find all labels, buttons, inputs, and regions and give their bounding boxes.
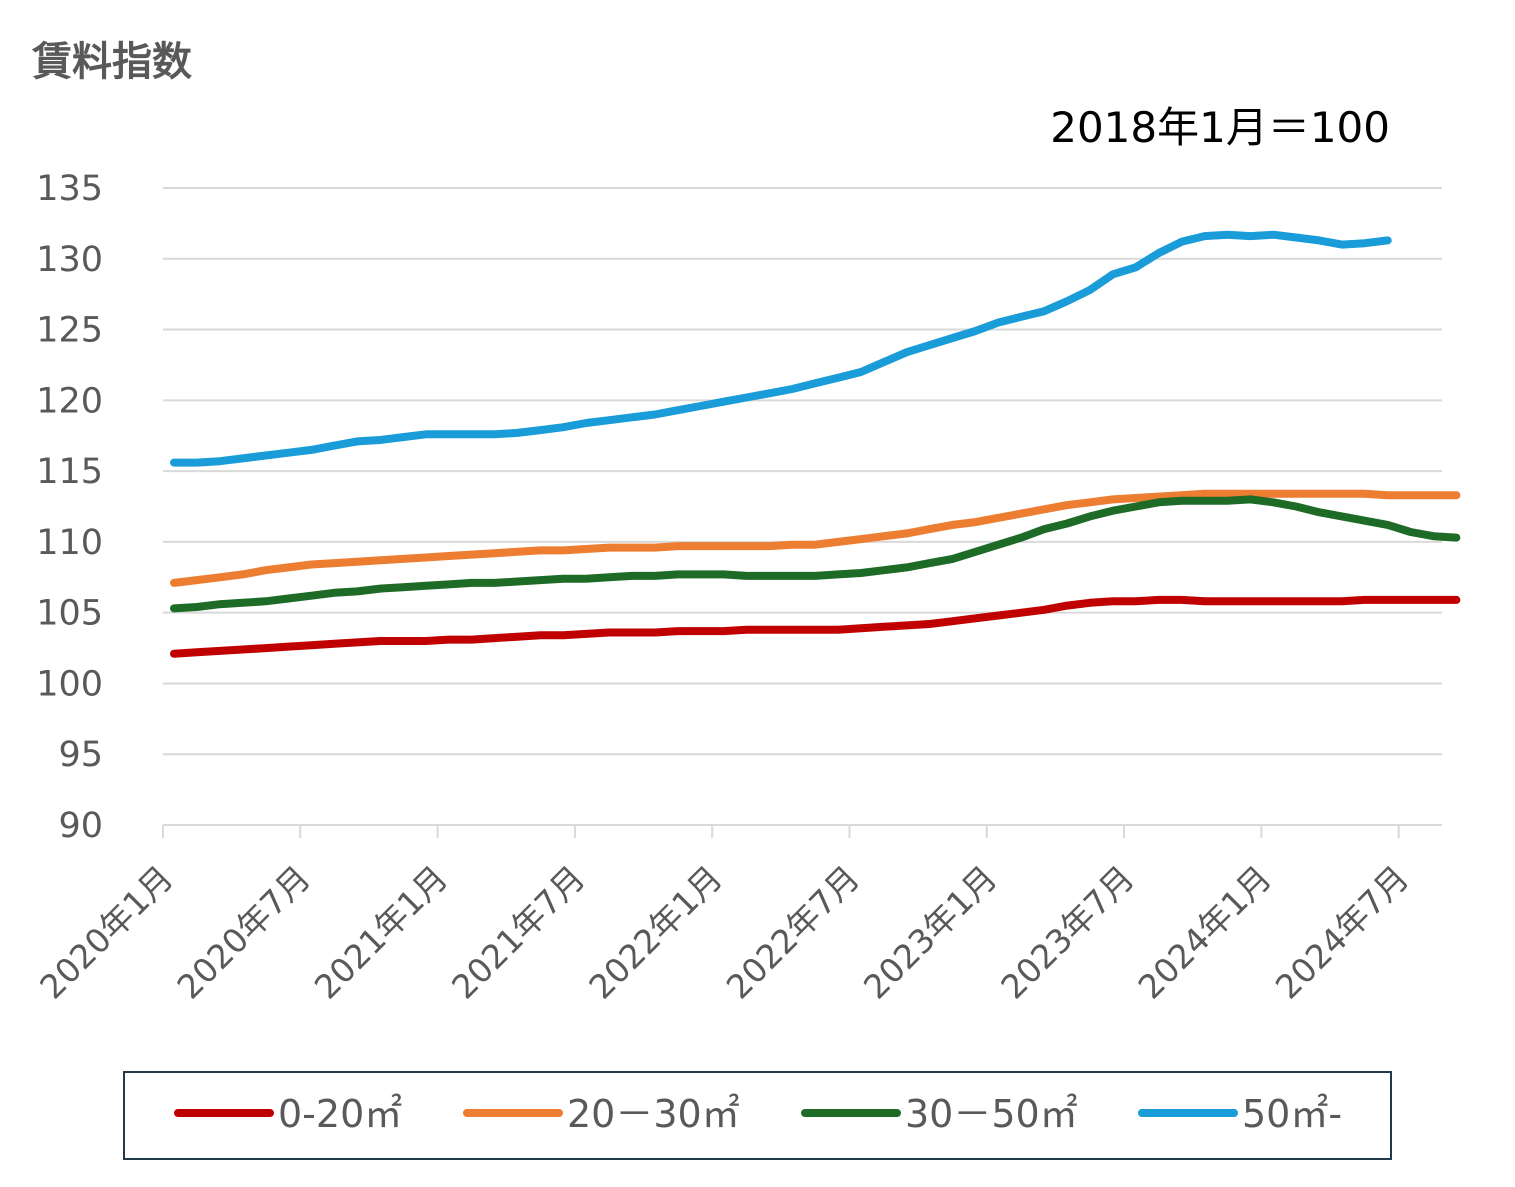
series-line-2 bbox=[170, 495, 1461, 613]
y-tick-label: 115 bbox=[36, 452, 103, 492]
y-tick-label: 95 bbox=[58, 735, 103, 775]
y-tick-label: 130 bbox=[36, 240, 103, 280]
base-note: 2018年1月＝100 bbox=[1050, 103, 1390, 152]
gridlines bbox=[163, 187, 1442, 756]
y-tick-label: 135 bbox=[36, 169, 103, 209]
legend-label-2: 30－50㎡ bbox=[905, 1092, 1078, 1136]
x-tick-label: 2020年7月 bbox=[169, 858, 317, 1006]
x-tick-label: 2022年1月 bbox=[581, 858, 729, 1006]
y-tick-label: 105 bbox=[36, 594, 103, 634]
x-tick-label: 2023年7月 bbox=[993, 858, 1141, 1006]
x-tick-label: 2023年1月 bbox=[856, 858, 1004, 1006]
y-tick-label: 110 bbox=[36, 523, 103, 563]
y-tick-label: 100 bbox=[36, 664, 103, 704]
chart-title: 賃料指数 bbox=[31, 39, 192, 85]
x-axis: 2020年1月2020年7月2021年1月2021年7月2022年1月2022年… bbox=[32, 824, 1442, 1007]
series-line-3 bbox=[170, 230, 1392, 467]
y-tick-label: 125 bbox=[36, 311, 103, 351]
legend-label-1: 20－30㎡ bbox=[567, 1092, 740, 1136]
series-lines bbox=[170, 230, 1461, 658]
y-tick-label: 120 bbox=[36, 381, 103, 421]
x-tick-label: 2020年1月 bbox=[32, 858, 180, 1006]
x-tick-label: 2021年1月 bbox=[307, 858, 455, 1006]
x-tick-label: 2021年7月 bbox=[444, 858, 592, 1006]
x-tick-label: 2024年7月 bbox=[1268, 858, 1416, 1006]
series-line-0 bbox=[170, 595, 1461, 658]
x-tick-label: 2022年7月 bbox=[719, 858, 867, 1006]
x-tick-label: 2024年1月 bbox=[1131, 858, 1279, 1006]
legend: 0-20㎡ 20－30㎡ 30－50㎡ 50㎡- bbox=[123, 1071, 1392, 1160]
legend-label-3: 50㎡- bbox=[1242, 1092, 1342, 1136]
series-line-1 bbox=[170, 489, 1461, 587]
y-tick-label: 90 bbox=[58, 806, 103, 846]
legend-label-0: 0-20㎡ bbox=[278, 1092, 402, 1136]
y-axis-ticks: 90 95 100 105 110 115 120 125 130 135 bbox=[36, 169, 103, 846]
